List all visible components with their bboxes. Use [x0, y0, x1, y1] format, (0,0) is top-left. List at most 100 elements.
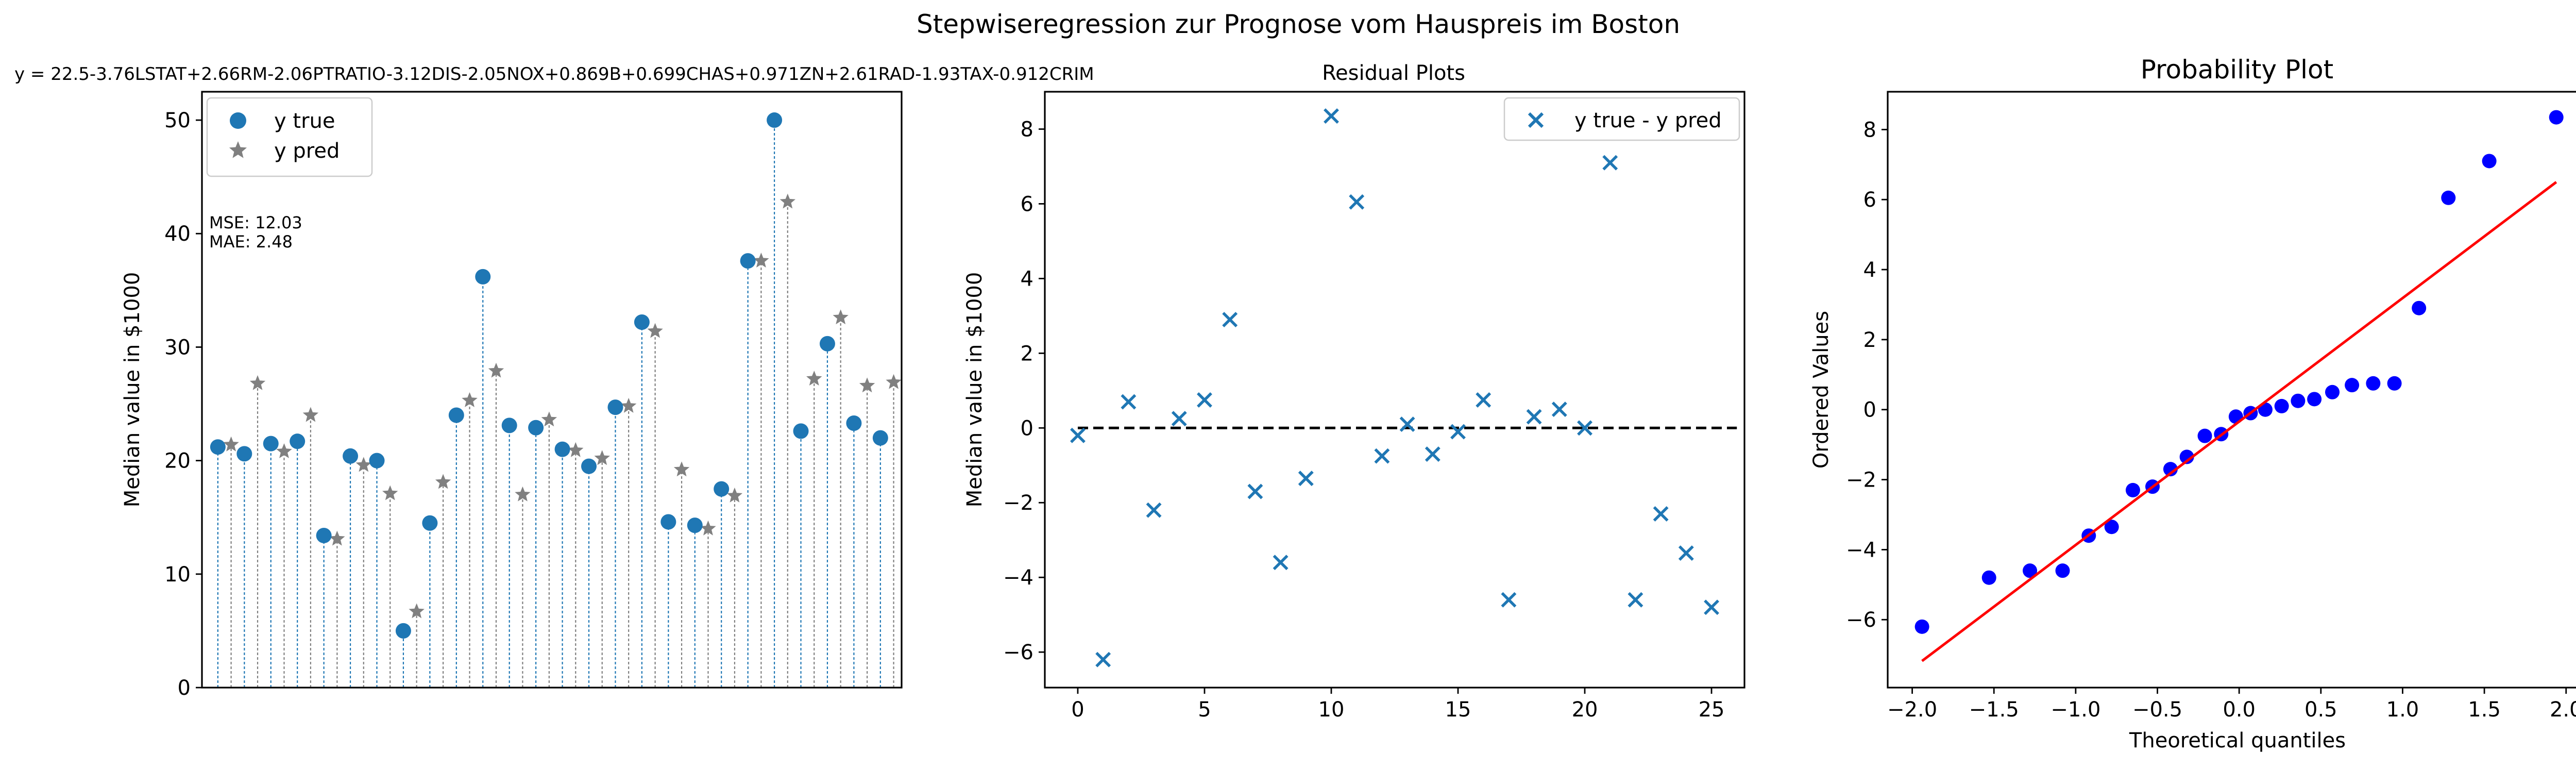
ordered-value-point [2125, 482, 2140, 497]
ordered-value-point [1981, 570, 1996, 585]
y-axis-ticks: −6 −4 −2 0 2 4 6 8 [1846, 118, 1888, 632]
pred-star-marker [833, 309, 849, 325]
ordered-value-point [2387, 376, 2402, 391]
true-point-marker [819, 336, 835, 352]
true-point-marker [554, 441, 570, 457]
pred-star-marker [753, 253, 769, 268]
ordered-value-point [2307, 392, 2322, 407]
stem-panel: y = 22.5-3.76LSTAT+2.66RM-2.06PTRATIO-3.… [14, 64, 1094, 700]
residual-x-marker [1526, 409, 1542, 425]
x-tick-label: 10 [1318, 698, 1345, 722]
y-tick-label: 0 [1863, 398, 1876, 422]
x-axis-ticks: −2.0 −1.5 −1.0 −0.5 0.0 0.5 1.0 1.5 2.0 [1887, 688, 2576, 722]
true-point-marker [581, 458, 597, 474]
residual-x-marker [1551, 402, 1567, 417]
legend: y true y pred [206, 97, 373, 177]
legend-label-y-pred: y pred [274, 139, 340, 163]
true-point-marker [316, 527, 332, 543]
y-axis-label: Median value in $1000 [121, 272, 144, 508]
residual-x-marker [1070, 427, 1086, 443]
pred-star-marker [806, 371, 822, 386]
residual-plot-title: Residual Plots [1322, 61, 1465, 85]
pred-star-marker [462, 392, 478, 407]
true-point-marker [475, 269, 491, 285]
residual-x-marker [1298, 471, 1314, 487]
x-tick-label: −0.5 [2132, 698, 2182, 722]
residual-x-marker [1247, 483, 1263, 499]
true-point-marker [793, 423, 809, 439]
true-point-marker [767, 112, 783, 128]
x-tick-label: −1.5 [1969, 698, 2019, 722]
y-tick-label: 40 [164, 222, 191, 246]
y-tick-label: −2 [1846, 469, 1876, 492]
pred-star-marker [568, 442, 584, 457]
pred-star-marker [726, 487, 743, 503]
x-tick-label: 1.5 [2468, 698, 2501, 722]
true-point-marker [263, 436, 279, 452]
true-point-marker [714, 481, 730, 497]
y-axis-ticks: 0 10 20 30 40 50 [164, 109, 202, 700]
pred-star-marker [249, 375, 266, 390]
y-tick-label: 8 [1021, 118, 1033, 141]
stem-plot-data [210, 112, 902, 688]
pred-star-marker [302, 407, 319, 422]
legend-label-y-true: y true [274, 109, 335, 133]
pred-star-marker [382, 485, 398, 500]
residual-x-marker [1602, 155, 1618, 171]
ordered-value-point [2412, 300, 2427, 315]
residual-x-marker [1704, 599, 1719, 615]
residual-x-marker [1501, 592, 1517, 608]
residual-x-marker [1222, 312, 1238, 328]
probability-panel: Probability Plot −2.0 −1.5 −1.0 −0.5 0.0 0.5 1… [1809, 55, 2576, 753]
residual-x-marker [1324, 108, 1339, 124]
ordered-value-point [2345, 378, 2360, 393]
residual-x-marker [1273, 555, 1289, 571]
residual-x-marker [1577, 420, 1592, 436]
residual-x-marker [1678, 545, 1694, 561]
ordered-value-point [2104, 520, 2119, 535]
residual-x-marker [1476, 392, 1492, 408]
stem-plot-frame [201, 91, 903, 689]
mae-annotation: MAE: 2.48 [209, 232, 293, 252]
ordered-value-point [2482, 154, 2497, 169]
residual-panel: Residual Plots 0 5 10 15 20 25 −6 −4 −2 0 2 4 6 8 Me… [963, 61, 1745, 722]
y-tick-label: 4 [1863, 258, 1876, 282]
ordered-value-point [2291, 393, 2306, 408]
true-point-marker [740, 253, 756, 269]
x-tick-label: 2.0 [2550, 698, 2576, 722]
y-tick-label: 30 [164, 336, 191, 359]
probability-plot-title: Probability Plot [2141, 55, 2333, 85]
residual-x-marker [1095, 652, 1111, 667]
y-tick-label: 4 [1021, 267, 1033, 291]
regression-equation-title: y = 22.5-3.76LSTAT+2.66RM-2.06PTRATIO-3.… [14, 64, 1094, 85]
legend-marker-y-pred [229, 141, 247, 158]
pred-star-marker [859, 377, 875, 393]
residual-x-marker [1628, 592, 1643, 608]
pred-star-marker [329, 530, 345, 546]
x-tick-label: 0.0 [2223, 698, 2256, 722]
true-point-marker [872, 430, 888, 446]
true-point-marker [660, 514, 676, 530]
pred-star-marker [355, 457, 371, 472]
legend-box [1503, 97, 1740, 141]
legend: y true - y pred [1503, 97, 1740, 141]
residual-x-marker [1399, 416, 1415, 432]
y-axis-label: Median value in $1000 [963, 272, 987, 508]
y-tick-label: 50 [164, 109, 191, 132]
true-point-marker [528, 420, 544, 436]
ordered-value-point [2179, 449, 2194, 464]
ordered-value-point [1914, 619, 1929, 634]
true-point-marker [687, 517, 703, 533]
x-tick-label: 0 [1071, 698, 1084, 722]
true-point-marker [448, 407, 464, 423]
ordered-value-point [2197, 428, 2212, 443]
ordered-value-point [2163, 462, 2178, 477]
true-point-marker [369, 453, 385, 469]
true-point-marker [210, 439, 226, 455]
pred-star-marker [647, 323, 663, 338]
legend-marker-residual [1528, 112, 1544, 128]
pred-star-marker [621, 397, 637, 413]
y-tick-label: −6 [1003, 641, 1033, 664]
y-tick-label: −6 [1846, 608, 1876, 632]
